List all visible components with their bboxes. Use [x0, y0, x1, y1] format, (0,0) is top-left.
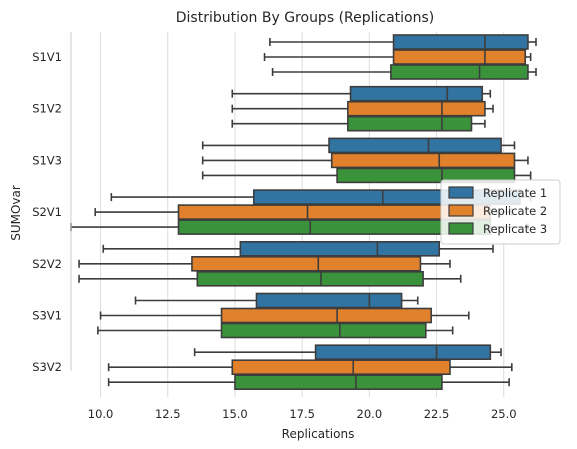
box	[234, 374, 443, 391]
box-group	[201, 167, 532, 184]
box-group	[78, 255, 451, 272]
box-group	[231, 115, 486, 132]
legend-label: Replicate 2	[483, 204, 547, 218]
box	[347, 100, 486, 117]
box	[328, 137, 502, 154]
box-group	[231, 100, 494, 117]
x-tick-label: 25.0	[491, 407, 517, 421]
legend-swatch	[448, 222, 474, 235]
legend-swatch	[448, 204, 474, 217]
box-group	[193, 344, 502, 361]
y-axis-label: SUMOvar	[9, 185, 23, 241]
box	[336, 167, 516, 184]
box	[390, 64, 529, 80]
legend-label: Replicate 1	[483, 186, 547, 200]
box	[231, 359, 451, 376]
legend-item: Replicate 2	[448, 204, 547, 218]
box	[220, 307, 432, 324]
legend-swatch	[448, 186, 474, 199]
box-group	[97, 322, 454, 339]
box-group	[263, 49, 532, 65]
box	[347, 115, 473, 132]
x-tick-label: 10.0	[88, 407, 114, 421]
x-tick-label: 20.0	[357, 407, 383, 421]
x-tick-label: 22.5	[424, 407, 450, 421]
legend-item: Replicate 1	[448, 186, 547, 200]
box	[191, 255, 422, 272]
box-group	[70, 219, 529, 235]
box	[392, 49, 527, 65]
legend-item: Replicate 3	[448, 222, 547, 236]
box-group	[102, 241, 494, 257]
box	[330, 152, 516, 169]
box-group	[269, 34, 537, 50]
box	[196, 270, 424, 287]
box-group	[201, 152, 529, 169]
legend: Replicate 1 Replicate 2 Replicate 3	[440, 179, 561, 245]
box	[239, 241, 441, 257]
box	[392, 34, 529, 50]
box	[314, 344, 492, 361]
y-tick-label: S2V2	[32, 257, 62, 271]
box-group	[107, 374, 510, 391]
y-tick-label: S2V1	[32, 205, 62, 219]
box-group	[201, 137, 516, 154]
x-tick-label: 12.5	[155, 407, 181, 421]
y-tick-label: S3V1	[32, 309, 62, 323]
box-group	[94, 204, 513, 220]
chart-title: Distribution By Groups (Replications)	[176, 10, 435, 26]
axes: 10.0 12.5 15.0 17.5 20.0 22.5 25.0 S1V1 S1V2 S1V3…	[32, 32, 517, 421]
y-tick-label: S1V2	[32, 102, 62, 116]
y-tick-label: S1V3	[32, 153, 62, 167]
x-tick-label: 17.5	[289, 407, 315, 421]
box-group	[134, 292, 419, 309]
y-tick-label: S3V2	[32, 360, 62, 374]
y-tick-label: S1V1	[32, 50, 62, 64]
box-group	[231, 85, 492, 102]
box-group	[107, 359, 513, 376]
box-group	[271, 64, 537, 80]
box-group	[99, 307, 470, 324]
x-axis-label: Replications	[282, 427, 355, 441]
legend-label: Replicate 3	[483, 222, 547, 236]
box	[220, 322, 427, 339]
box	[255, 292, 403, 309]
box-plot-marks	[70, 34, 537, 391]
box	[349, 85, 484, 102]
box-group	[78, 270, 462, 287]
x-tick-label: 15.0	[222, 407, 248, 421]
